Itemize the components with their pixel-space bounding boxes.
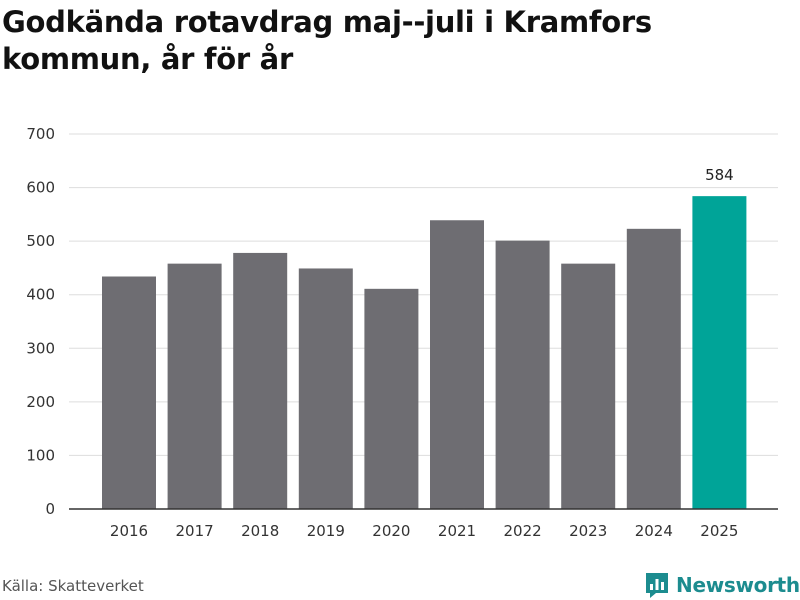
y-tick-label: 600 [26,179,55,197]
y-tick-label: 400 [26,286,55,304]
x-tick-label: 2019 [307,522,345,540]
y-tick-label: 700 [26,125,55,143]
brand-name: Newsworthy [676,573,800,597]
bar-2017 [167,263,222,509]
x-tick-label: 2017 [176,522,214,540]
x-tick-label: 2020 [372,522,410,540]
bar-2019 [298,268,353,509]
y-axis-tick-labels: 0 100 200 300 400 500 600 700 [26,125,55,518]
bar-2023 [561,263,616,509]
y-tick-label: 0 [45,500,55,518]
bar-2025 [692,196,747,509]
x-tick-label: 2022 [504,522,542,540]
x-tick-label: 2023 [569,522,607,540]
bars [102,196,747,510]
bar-2022 [495,240,550,509]
bar-2021 [430,220,484,509]
y-tick-label: 200 [26,393,55,411]
y-tick-label: 100 [26,446,55,464]
data-labels: 584 [705,166,734,184]
bar-2018 [233,252,288,509]
newsworthy-logo-icon [646,573,668,598]
source-note: Källa: Skatteverket [2,577,144,595]
x-tick-label: 2021 [438,522,476,540]
bar-2020 [364,288,419,509]
y-tick-label: 300 [26,339,55,357]
x-tick-label: 2016 [110,522,148,540]
x-tick-label: 2018 [241,522,279,540]
y-tick-label: 500 [26,232,55,250]
x-tick-label: 2024 [635,522,673,540]
brand-logo: Newsworthy [644,570,800,600]
bar-2016 [102,276,156,509]
x-axis-tick-labels: 2016 2017 2018 2019 2020 2021 2022 2023 2024 2025 [110,522,739,540]
bar-2024 [626,228,681,510]
chart-title: Godkända rotavdrag maj--juli i Kramfors … [2,5,652,76]
data-label: 584 [705,166,734,184]
x-tick-label: 2025 [700,522,738,540]
